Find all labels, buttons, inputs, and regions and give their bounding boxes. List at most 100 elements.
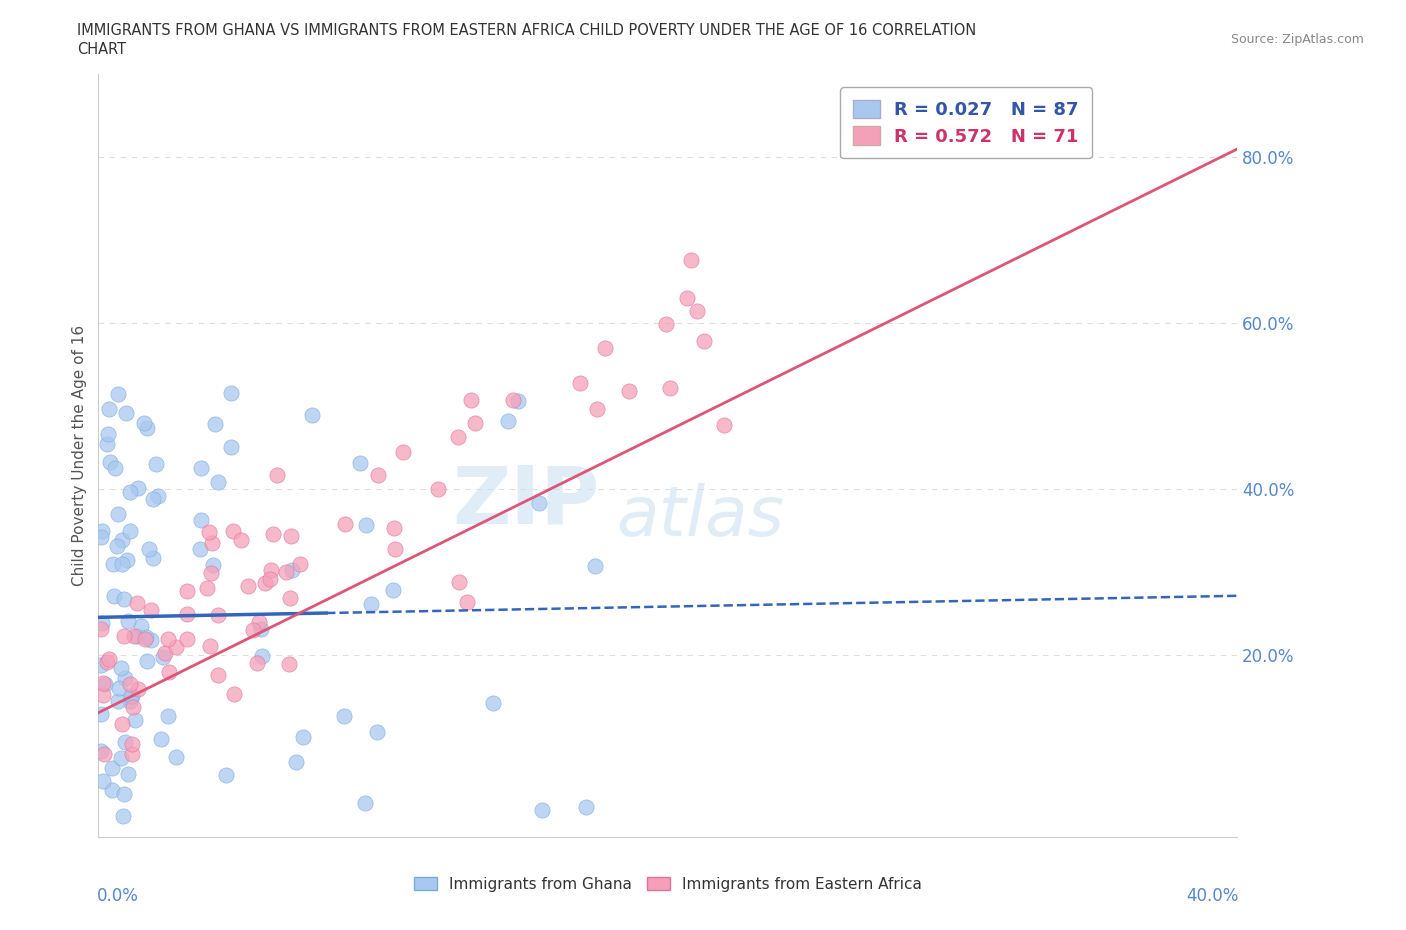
Point <box>276 565 298 579</box>
Point <box>91 774 114 789</box>
Point <box>111 716 134 731</box>
Point <box>502 392 524 407</box>
Point <box>655 316 678 331</box>
Point <box>131 618 153 633</box>
Y-axis label: Child Poverty Under the Age of 16: Child Poverty Under the Age of 16 <box>72 326 87 586</box>
Point <box>111 533 134 548</box>
Point <box>107 387 129 402</box>
Point <box>686 304 709 319</box>
Point <box>349 456 371 471</box>
Point <box>118 524 141 538</box>
Point <box>460 392 482 407</box>
Point <box>135 630 157 644</box>
Point <box>146 489 169 504</box>
Point <box>139 603 162 618</box>
Text: CHART: CHART <box>77 42 127 57</box>
Point <box>676 291 699 306</box>
Point <box>91 675 114 690</box>
Point <box>508 393 530 408</box>
Point <box>121 737 143 751</box>
Point <box>498 414 520 429</box>
Point <box>112 787 135 802</box>
Text: 40.0%: 40.0% <box>1187 886 1239 905</box>
Point <box>384 541 406 556</box>
Point <box>207 668 229 683</box>
Point <box>198 525 221 539</box>
Point <box>134 416 156 431</box>
Point <box>260 563 283 578</box>
Point <box>101 556 124 571</box>
Point <box>583 559 606 574</box>
Point <box>105 538 128 553</box>
Point <box>333 517 356 532</box>
Point <box>136 420 159 435</box>
Point <box>121 689 143 704</box>
Point <box>195 580 218 595</box>
Point <box>107 506 129 521</box>
Point <box>165 750 187 764</box>
Point <box>115 405 138 420</box>
Point <box>246 656 269 671</box>
Point <box>138 542 160 557</box>
Point <box>110 660 132 675</box>
Point <box>568 375 591 390</box>
Point <box>575 800 598 815</box>
Point <box>176 631 198 646</box>
Point <box>124 712 146 727</box>
Point <box>250 621 273 636</box>
Point <box>207 474 229 489</box>
Point <box>157 664 180 679</box>
Point <box>693 334 716 349</box>
Text: ZIP: ZIP <box>453 462 599 540</box>
Point <box>659 381 682 396</box>
Point <box>236 578 259 593</box>
Point <box>97 401 120 416</box>
Point <box>426 482 449 497</box>
Point <box>593 341 616 356</box>
Point <box>253 576 276 591</box>
Point <box>201 557 224 572</box>
Point <box>93 747 115 762</box>
Point <box>110 751 132 765</box>
Point <box>278 591 301 605</box>
Point <box>215 768 238 783</box>
Point <box>103 461 125 476</box>
Text: Source: ZipAtlas.com: Source: ZipAtlas.com <box>1230 33 1364 46</box>
Point <box>136 654 159 669</box>
Point <box>360 597 382 612</box>
Point <box>188 541 211 556</box>
Point <box>134 632 156 647</box>
Point <box>165 639 187 654</box>
Point <box>122 628 145 643</box>
Point <box>114 735 136 750</box>
Point <box>356 518 378 533</box>
Point <box>190 460 212 475</box>
Point <box>114 671 136 685</box>
Point <box>90 530 112 545</box>
Point <box>90 707 112 722</box>
Point <box>90 621 112 636</box>
Point <box>127 481 149 496</box>
Point <box>100 761 122 776</box>
Point <box>285 755 308 770</box>
Point <box>200 565 222 580</box>
Point <box>222 687 245 702</box>
Legend: Immigrants from Ghana, Immigrants from Eastern Africa: Immigrants from Ghana, Immigrants from E… <box>408 870 928 898</box>
Point <box>121 700 143 715</box>
Point <box>201 536 224 551</box>
Point <box>125 595 148 610</box>
Point <box>713 418 735 432</box>
Point <box>204 417 226 432</box>
Point <box>117 614 139 629</box>
Point <box>382 582 405 597</box>
Point <box>111 556 134 571</box>
Point <box>221 385 243 400</box>
Point <box>367 468 389 483</box>
Point <box>142 551 165 565</box>
Point <box>120 694 142 709</box>
Point <box>90 744 112 759</box>
Text: atlas: atlas <box>617 484 785 551</box>
Point <box>108 681 131 696</box>
Point <box>301 407 323 422</box>
Point <box>207 607 229 622</box>
